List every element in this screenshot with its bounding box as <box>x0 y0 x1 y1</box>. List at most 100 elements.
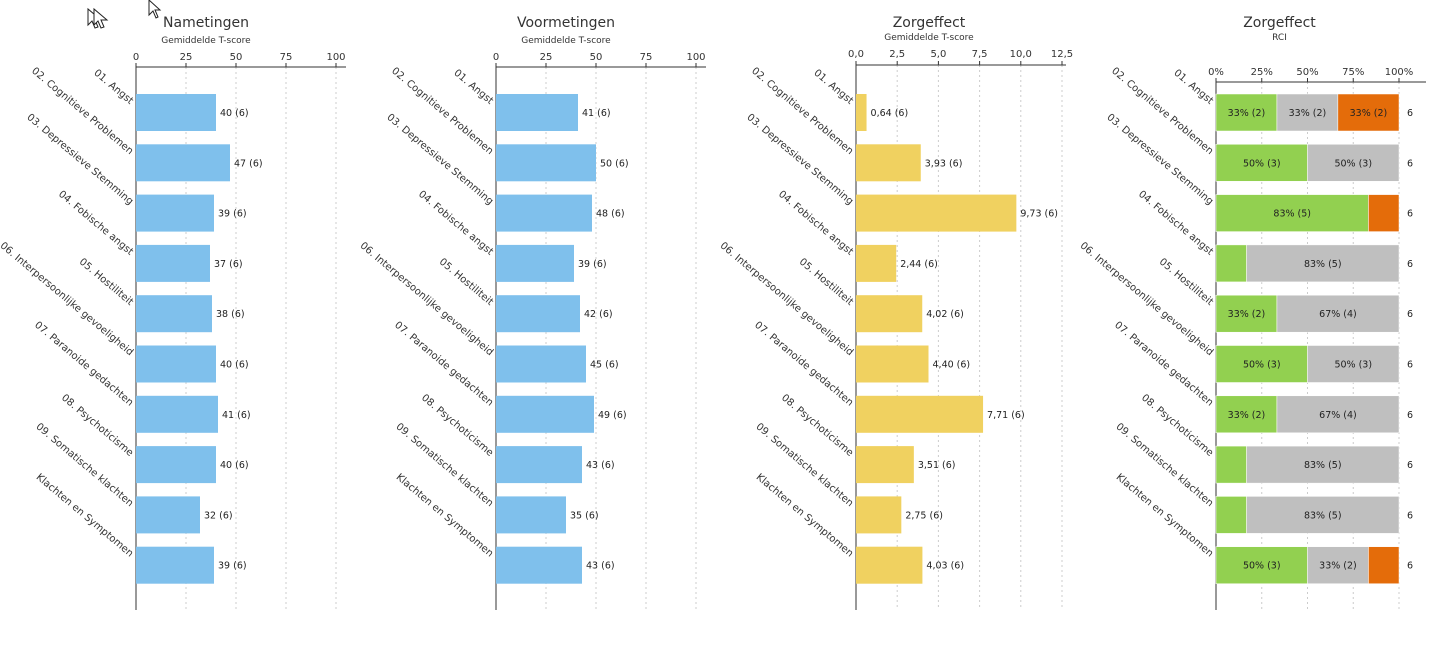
bar <box>856 295 923 333</box>
segment-label: 83% (5) <box>1273 209 1311 220</box>
bar <box>496 345 586 383</box>
bar <box>136 144 230 182</box>
total-label: 6 <box>1407 510 1413 521</box>
bar-segment <box>1368 546 1400 584</box>
data-label: 40 (6) <box>220 108 249 119</box>
tick-label: 50 <box>230 52 243 63</box>
segment-label: 50% (3) <box>1243 360 1281 371</box>
data-label: 37 (6) <box>214 259 243 270</box>
tick-label: 2,5 <box>889 49 905 60</box>
total-label: 6 <box>1407 309 1413 320</box>
bar <box>496 496 566 534</box>
total-label: 6 <box>1407 360 1413 371</box>
bar <box>136 244 210 282</box>
segment-label: 83% (5) <box>1304 510 1342 521</box>
category-label: 03. Depressieve Stemming <box>1104 112 1215 207</box>
tick-label: 25 <box>180 52 193 63</box>
data-label: 2,44 (6) <box>900 259 938 270</box>
data-label: 38 (6) <box>216 309 245 320</box>
category-label: 01. Angst <box>811 68 855 107</box>
data-label: 50 (6) <box>600 158 629 169</box>
bar-segment <box>1276 395 1400 434</box>
category-label: 07. Paranoide gedachten <box>1112 320 1215 409</box>
tick-label: 100 <box>686 52 705 63</box>
category-label: 06. Interpersoonlijke gevoeligheid <box>1078 240 1216 358</box>
segment-label: 33% (2) <box>1289 108 1327 119</box>
tick-label: 5,0 <box>930 49 946 60</box>
category-label: Klachten en Symptomen <box>394 472 495 560</box>
chart-title: Zorgeffect <box>1243 15 1316 31</box>
data-label: 39 (6) <box>578 259 607 270</box>
total-label: 6 <box>1407 158 1413 169</box>
tick-label: 100% <box>1385 67 1414 78</box>
segment-label: 50% (3) <box>1334 158 1372 169</box>
data-label: 45 (6) <box>590 360 619 371</box>
segment-label: 33% (2) <box>1319 561 1357 572</box>
bar <box>136 295 212 333</box>
category-label: 01. Angst <box>91 68 135 107</box>
data-label: 39 (6) <box>218 209 247 220</box>
data-label: 43 (6) <box>586 561 615 572</box>
data-label: 48 (6) <box>596 209 625 220</box>
category-label: 06. Interpersoonlijke gevoeligheid <box>718 240 856 358</box>
tick-label: 7,5 <box>972 49 988 60</box>
data-label: 4,03 (6) <box>926 561 964 572</box>
bar-segment <box>1215 194 1369 232</box>
data-label: 4,40 (6) <box>933 360 971 371</box>
bar-segment <box>1246 244 1400 283</box>
total-label: 6 <box>1407 259 1413 270</box>
data-label: 2,75 (6) <box>905 510 943 521</box>
data-label: 3,51 (6) <box>918 460 956 471</box>
bar-segment <box>1215 144 1308 182</box>
bar <box>136 194 214 232</box>
data-label: 47 (6) <box>234 158 263 169</box>
segment-label: 33% (2) <box>1350 108 1388 119</box>
bar <box>496 244 574 282</box>
bar <box>136 395 218 433</box>
bar <box>856 194 1017 232</box>
total-label: 6 <box>1407 108 1413 119</box>
bar <box>856 244 897 282</box>
bar-segment <box>1215 546 1308 584</box>
category-label: Klachten en Symptomen <box>34 472 135 560</box>
bar-segment <box>1246 496 1400 534</box>
category-label: 01. Angst <box>451 68 495 107</box>
segment-label: 33% (2) <box>1228 410 1266 421</box>
bar <box>496 446 582 484</box>
segment-label: 67% (4) <box>1319 309 1357 320</box>
category-label: 02. Cognitieve Problemen <box>29 66 135 157</box>
segment-label: 83% (5) <box>1304 460 1342 471</box>
category-label: Klachten en Symptomen <box>1114 472 1215 560</box>
tick-label: 25 <box>540 52 553 63</box>
tick-label: 10,0 <box>1010 49 1032 60</box>
tick-label: 75 <box>640 52 653 63</box>
bar-segment <box>1276 93 1339 132</box>
tick-label: 0 <box>493 52 499 63</box>
category-label: 05. Hostiliteit <box>797 257 855 309</box>
cursor-pointer-icon <box>148 0 162 19</box>
data-label: 32 (6) <box>204 510 233 521</box>
data-label: 49 (6) <box>598 410 627 421</box>
bar-segment <box>1276 294 1400 333</box>
bar <box>856 496 902 534</box>
data-label: 40 (6) <box>220 360 249 371</box>
bar <box>856 395 984 433</box>
segment-label: 33% (2) <box>1228 108 1266 119</box>
tick-label: 25% <box>1251 67 1273 78</box>
category-label: 06. Interpersoonlijke gevoeligheid <box>0 240 135 358</box>
axis-label: RCI <box>1272 33 1287 43</box>
category-label: 02. Cognitieve Problemen <box>1109 66 1215 157</box>
segment-label: 50% (3) <box>1243 561 1281 572</box>
data-label: 41 (6) <box>222 410 251 421</box>
category-label: 05. Hostiliteit <box>437 257 495 309</box>
tick-label: 100 <box>326 52 345 63</box>
axis-label: Gemiddelde T-score <box>521 36 611 46</box>
category-label: 09. Somatische klachten <box>1114 421 1216 509</box>
bar <box>496 546 582 584</box>
category-label: 09. Somatische klachten <box>394 421 496 509</box>
bar <box>856 546 923 584</box>
category-label: 07. Paranoide gedachten <box>32 320 135 409</box>
segment-label: 50% (3) <box>1334 360 1372 371</box>
data-label: 35 (6) <box>570 510 599 521</box>
